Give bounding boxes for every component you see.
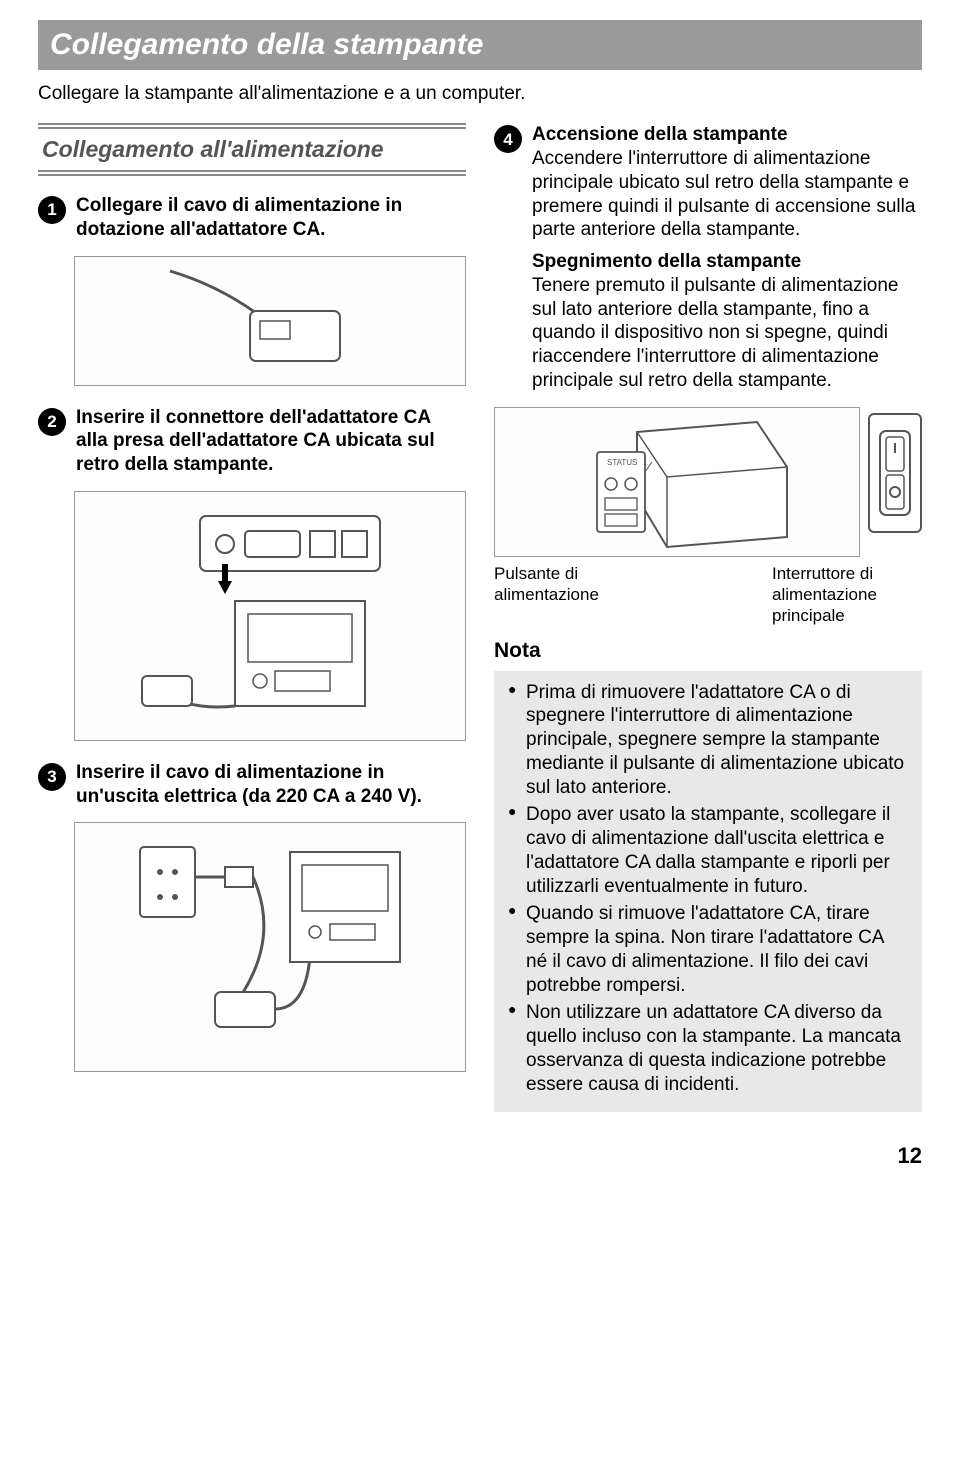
caption-power-button: Pulsante di alimentazione (494, 563, 654, 627)
right-column: 4 Accensione della stampante Accendere l… (494, 123, 922, 1112)
note-item: Non utilizzare un adattatore CA diverso … (508, 1001, 908, 1096)
subheading-power: Collegamento all'alimentazione (38, 123, 466, 176)
page-title-band: Collegamento della stampante (38, 20, 922, 70)
step-1-text: Collegare il cavo di alimentazione in do… (76, 194, 466, 242)
step-2: 2 Inserire il connettore dell'adattatore… (38, 406, 466, 477)
figure-printer-rear-connector (74, 491, 466, 741)
caption-main-switch: Interruttore di alimentazione principale (772, 563, 922, 627)
step-badge-1: 1 (38, 196, 66, 224)
printer-front-figure: STATUS (494, 407, 860, 557)
page-number: 12 (38, 1142, 922, 1170)
note-item: Quando si rimuove l'adattatore CA, tirar… (508, 902, 908, 997)
svg-text:STATUS: STATUS (607, 458, 637, 467)
adapter-cable-icon (160, 266, 380, 376)
figure-adapter-cable (74, 256, 466, 386)
note-box: Prima di rimuovere l'adattatore CA o di … (494, 671, 922, 1113)
step-badge-2: 2 (38, 408, 66, 436)
step-3-text: Inserire il cavo di alimentazione in un'… (76, 761, 466, 809)
two-column-layout: Collegamento all'alimentazione 1 Collega… (38, 123, 922, 1112)
printer-front-icon: STATUS (527, 412, 827, 552)
note-list: Prima di rimuovere l'adattatore CA o di … (508, 681, 908, 1097)
step-4-heading-off: Spegnimento della stampante (532, 250, 922, 274)
step-1: 1 Collegare il cavo di alimentazione in … (38, 194, 466, 242)
figure-wall-outlet (74, 822, 466, 1072)
step-4-body: Accensione della stampante Accendere l'i… (532, 123, 922, 392)
figure-printer-front-switch: STATUS (494, 407, 922, 557)
step-4-text-off: Tenere premuto il pulsante di alimentazi… (532, 274, 922, 393)
note-item: Dopo aver usato la stampante, scollegare… (508, 803, 908, 898)
step-3: 3 Inserire il cavo di alimentazione in u… (38, 761, 466, 809)
step-badge-4: 4 (494, 125, 522, 153)
note-item: Prima di rimuovere l'adattatore CA o di … (508, 681, 908, 800)
intro-text: Collegare la stampante all'alimentazione… (38, 82, 922, 106)
page-title: Collegamento della stampante (50, 28, 483, 61)
printer-rear-icon (140, 506, 400, 726)
step-badge-3: 3 (38, 763, 66, 791)
note-heading: Nota (494, 638, 922, 664)
step-2-text: Inserire il connettore dell'adattatore C… (76, 406, 466, 477)
step-4: 4 Accensione della stampante Accendere l… (494, 123, 922, 392)
left-column: Collegamento all'alimentazione 1 Collega… (38, 123, 466, 1112)
main-switch-callout (868, 413, 922, 533)
wall-outlet-icon (130, 837, 410, 1057)
step-4-text-on: Accendere l'interruttore di alimentazion… (532, 147, 922, 242)
step-4-heading-on: Accensione della stampante (532, 123, 922, 147)
rocker-switch-icon (874, 423, 916, 523)
switch-captions: Pulsante di alimentazione Interruttore d… (494, 563, 922, 627)
